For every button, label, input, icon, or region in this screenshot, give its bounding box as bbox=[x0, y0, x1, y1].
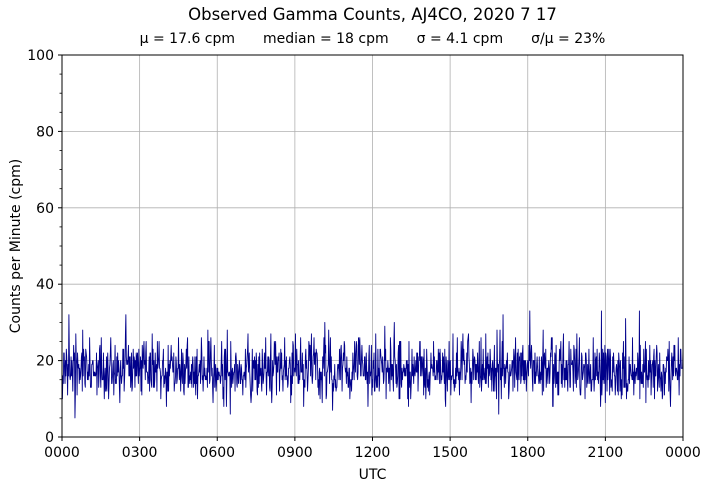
stat-sigma: σ = 4.1 cpm bbox=[416, 31, 504, 47]
tick-labels: 0000 0300 0600 0900 1200 1500 1800 2100 00000204… bbox=[27, 48, 701, 461]
y-tick-label: 0 bbox=[45, 430, 54, 446]
y-tick-label: 60 bbox=[36, 201, 54, 217]
x-axis-label: UTC bbox=[359, 467, 387, 483]
x-tick-label: 1500 bbox=[432, 445, 468, 461]
x-tick-label: 1200 bbox=[355, 445, 391, 461]
x-tick-label: 2100 bbox=[588, 445, 624, 461]
x-tick-label: 0600 bbox=[199, 445, 235, 461]
y-tick-label: 100 bbox=[27, 48, 54, 64]
x-tick-label: 0000 bbox=[665, 445, 701, 461]
x-tick-label: 0000 bbox=[44, 445, 80, 461]
y-tick-label: 20 bbox=[36, 354, 54, 370]
stat-mean: μ = 17.6 cpm bbox=[139, 31, 236, 47]
data-line bbox=[61, 310, 684, 419]
axes bbox=[58, 54, 684, 441]
gamma-counts-trace bbox=[61, 310, 684, 419]
x-tick-label: 0900 bbox=[277, 445, 313, 461]
chart-subtitle: μ = 17.6 cpm median = 18 cpm σ = 4.1 cpm… bbox=[62, 31, 683, 47]
y-axis-label: Counts per Minute (cpm) bbox=[8, 159, 24, 333]
x-tick-label: 1800 bbox=[510, 445, 546, 461]
x-tick-label: 0300 bbox=[122, 445, 158, 461]
y-tick-label: 80 bbox=[36, 124, 54, 140]
stat-median: median = 18 cpm bbox=[263, 31, 389, 47]
y-tick-label: 40 bbox=[36, 277, 54, 293]
chart-title: Observed Gamma Counts, AJ4CO, 2020 7 17 bbox=[188, 5, 557, 24]
stat-sigma-over-mu: σ/μ = 23% bbox=[531, 31, 606, 47]
